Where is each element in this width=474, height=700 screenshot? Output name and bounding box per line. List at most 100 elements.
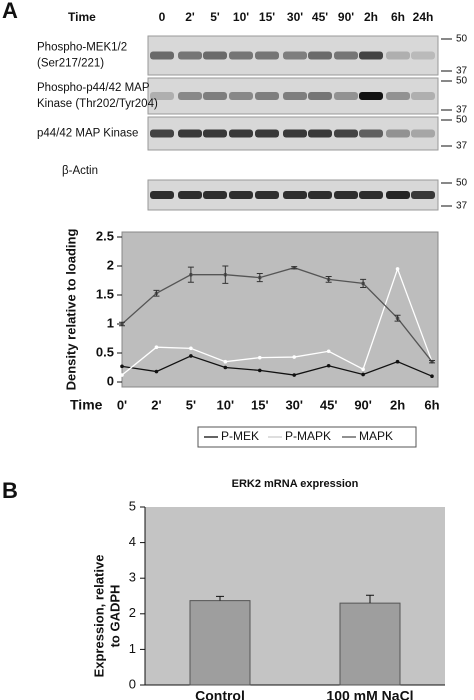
error-bar <box>216 595 224 601</box>
point <box>189 346 193 351</box>
blot-band <box>229 191 253 199</box>
blot-band <box>334 191 358 199</box>
time-tick: 0 <box>159 10 166 24</box>
blot-band <box>203 51 227 60</box>
legend-label: MAPK <box>359 429 393 443</box>
legend-label: P-MAPK <box>285 429 331 443</box>
y-tick-label: 0 <box>107 373 114 388</box>
y-tick-label: 3 <box>129 570 136 585</box>
time-tick: 45' <box>312 10 328 24</box>
bar <box>339 602 401 686</box>
time-tick: 10' <box>233 10 249 24</box>
error-bar <box>187 266 194 283</box>
blot-row-label: Phospho-p44/42 MAP <box>37 82 150 94</box>
error-bar <box>153 289 160 297</box>
panel-label: A <box>2 0 18 23</box>
panel-label: B <box>2 478 18 503</box>
marker-label: 50 <box>456 115 468 126</box>
blot-band <box>386 92 410 100</box>
blot-band <box>283 51 307 60</box>
time-label: Time <box>68 10 96 24</box>
x-tick-label: 90' <box>354 397 372 412</box>
x-axis-label: Time <box>70 397 103 413</box>
y-tick-label: 1 <box>129 641 136 656</box>
blot-band <box>334 51 358 60</box>
x-tick-label: 30' <box>285 397 303 412</box>
blot-band <box>411 51 435 60</box>
point <box>154 369 159 374</box>
time-tick: 6h <box>391 10 405 24</box>
error-bar <box>119 321 125 327</box>
point <box>326 363 331 368</box>
blot-band <box>283 92 307 100</box>
point <box>292 373 297 377</box>
blot-band <box>178 129 202 138</box>
y-axis-label: Expression, relative <box>91 555 106 678</box>
marker-label: 50 <box>456 178 468 189</box>
point <box>257 355 262 360</box>
time-tick: 5' <box>210 10 220 24</box>
point <box>395 267 400 271</box>
error-bar <box>366 594 374 604</box>
point <box>430 374 434 379</box>
blot-band <box>203 129 227 138</box>
series-line <box>121 266 433 376</box>
blot-band <box>308 92 332 100</box>
x-tick-label: 10' <box>217 397 235 412</box>
blot-band <box>150 191 174 199</box>
point <box>395 359 400 364</box>
x-tick-label: 0' <box>117 397 127 412</box>
y-tick-label: 0.5 <box>96 344 114 359</box>
point <box>120 364 124 369</box>
blot-band <box>411 129 435 138</box>
plot-area <box>121 231 439 388</box>
blot-band <box>359 51 383 60</box>
blot-band <box>334 92 358 100</box>
series-line <box>121 267 433 363</box>
point <box>223 359 228 364</box>
blot-band <box>359 92 383 100</box>
blot-row-label: β-Actin <box>62 165 98 177</box>
y-tick-label: 2 <box>129 605 136 620</box>
marker-label: 37 <box>456 141 468 152</box>
blot-band <box>150 129 174 138</box>
blot-band <box>308 191 332 199</box>
point <box>154 345 159 350</box>
time-tick: 30' <box>287 10 303 24</box>
blot-row-label: Phospho-MEK1/2 <box>37 42 127 54</box>
blot-band <box>150 51 174 60</box>
x-tick-label: 15' <box>251 397 269 412</box>
y-tick-label: 1.5 <box>96 286 114 301</box>
marker-label: 37 <box>456 105 468 116</box>
blot-band <box>411 92 435 100</box>
point <box>120 373 124 377</box>
time-tick: 2' <box>185 10 195 24</box>
y-axis-label: to GADPH <box>107 585 122 648</box>
blot-band <box>203 92 227 100</box>
time-tick: 90' <box>338 10 354 24</box>
chart-title: ERK2 mRNA expression <box>232 478 359 490</box>
marker-label: 50 <box>456 34 468 45</box>
series-line <box>121 355 433 377</box>
marker-label: 50 <box>456 76 468 87</box>
blot-band <box>359 129 383 138</box>
blot-band <box>386 51 410 60</box>
error-bar <box>222 265 229 284</box>
y-tick-label: 4 <box>129 534 136 549</box>
blot-row-label: p44/42 MAP Kinase <box>37 128 138 140</box>
marker-label: 37 <box>456 201 468 212</box>
y-axis-label: Density relative to loading <box>63 229 78 391</box>
error-bar <box>256 273 263 283</box>
time-tick: 24h <box>413 10 434 24</box>
blot-band <box>255 92 279 100</box>
point <box>223 365 228 370</box>
error-bar <box>291 266 298 270</box>
blot-band <box>178 92 202 100</box>
x-tick-label: Control <box>195 688 245 700</box>
blot-band <box>411 191 435 199</box>
y-tick-label: 0 <box>129 676 136 691</box>
point <box>189 354 193 358</box>
blot-band <box>308 51 332 60</box>
error-bar <box>360 278 367 288</box>
